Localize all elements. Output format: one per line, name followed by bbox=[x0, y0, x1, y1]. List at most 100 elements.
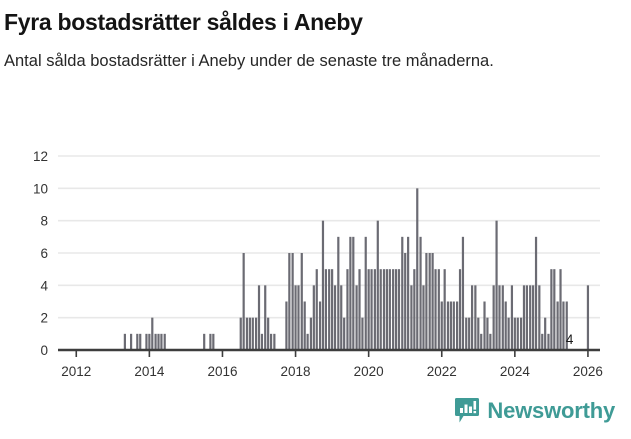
bar bbox=[422, 285, 425, 350]
bar bbox=[379, 269, 382, 350]
bar bbox=[440, 301, 443, 350]
x-axis-tick-label: 2018 bbox=[281, 364, 311, 379]
bar bbox=[337, 236, 340, 350]
bar bbox=[547, 333, 550, 350]
bar bbox=[489, 333, 492, 350]
bar bbox=[556, 301, 559, 350]
page-subtitle: Antal sålda bostadsrätter i Aneby under … bbox=[4, 51, 494, 70]
bar bbox=[315, 269, 318, 350]
bar bbox=[419, 236, 422, 350]
bar bbox=[352, 236, 355, 350]
bar bbox=[492, 285, 495, 350]
bar bbox=[401, 236, 404, 350]
bar bbox=[148, 333, 151, 350]
bar bbox=[428, 253, 431, 350]
y-axis-tick-label: 12 bbox=[33, 149, 48, 164]
bar bbox=[273, 333, 276, 350]
bar bbox=[532, 285, 535, 350]
bar bbox=[340, 285, 343, 350]
bar bbox=[410, 285, 413, 350]
bar bbox=[477, 317, 480, 350]
bar bbox=[358, 269, 361, 350]
x-axis-tick-label: 2020 bbox=[354, 364, 384, 379]
y-axis-tick-label: 2 bbox=[40, 311, 48, 326]
bar bbox=[541, 333, 544, 350]
bar bbox=[522, 285, 526, 350]
bar bbox=[452, 301, 455, 350]
bar bbox=[260, 333, 264, 350]
bar bbox=[461, 236, 465, 350]
bar bbox=[312, 285, 315, 350]
bar bbox=[544, 317, 547, 350]
bar bbox=[525, 285, 529, 350]
highlight-value-label: 4 bbox=[566, 332, 574, 347]
bar bbox=[434, 269, 437, 350]
bar bbox=[239, 317, 242, 350]
bar bbox=[586, 285, 590, 350]
bar bbox=[501, 285, 504, 350]
bar bbox=[145, 333, 148, 350]
bar bbox=[495, 220, 498, 350]
x-axis-tick-label: 2012 bbox=[61, 364, 91, 379]
bar bbox=[455, 301, 459, 350]
bar bbox=[331, 269, 334, 350]
bar bbox=[397, 269, 401, 350]
bar bbox=[306, 333, 309, 350]
y-axis-tick-label: 10 bbox=[33, 181, 48, 196]
bar bbox=[425, 253, 428, 350]
bar bbox=[349, 236, 352, 350]
newsworthy-logo[interactable]: Newsworthy bbox=[454, 397, 615, 425]
bar bbox=[328, 269, 331, 350]
bar bbox=[269, 333, 273, 350]
bar bbox=[413, 269, 416, 350]
x-axis-tick-label: 2024 bbox=[500, 364, 531, 379]
bar bbox=[364, 236, 367, 350]
bar bbox=[404, 253, 407, 350]
y-axis-tick-label: 4 bbox=[40, 278, 48, 293]
x-axis-tick-label: 2016 bbox=[207, 364, 237, 379]
bar bbox=[245, 317, 249, 350]
bar bbox=[123, 333, 126, 350]
x-axis-tick-label: 2022 bbox=[427, 364, 457, 379]
bar bbox=[513, 317, 516, 350]
bar bbox=[355, 285, 358, 350]
bar bbox=[498, 285, 501, 350]
bar bbox=[343, 317, 346, 350]
bar bbox=[346, 269, 349, 350]
bar bbox=[385, 269, 389, 350]
bar bbox=[510, 285, 514, 350]
bar bbox=[248, 317, 251, 350]
bar bbox=[407, 236, 410, 350]
bar bbox=[565, 301, 568, 350]
bar bbox=[373, 269, 376, 350]
bar bbox=[519, 317, 523, 350]
bar bbox=[458, 269, 462, 350]
bar bbox=[376, 220, 379, 350]
bar bbox=[534, 236, 538, 350]
bar bbox=[562, 301, 565, 350]
bar bbox=[203, 333, 206, 350]
bar-chart-speech-bubble-icon bbox=[455, 398, 480, 423]
bar bbox=[294, 285, 297, 350]
bar bbox=[297, 285, 300, 350]
bar bbox=[486, 317, 489, 350]
bar bbox=[285, 301, 288, 350]
bar bbox=[318, 301, 322, 350]
bar bbox=[361, 317, 364, 350]
chart-footer: Newsworthy bbox=[0, 393, 631, 433]
chart-container: 0 2 4 6 8 10 12 4 2012 2014 2016 2018 2020 2022 2024 20… bbox=[0, 142, 631, 392]
bar bbox=[446, 301, 450, 350]
bar bbox=[324, 269, 327, 350]
bar bbox=[157, 333, 160, 350]
newsworthy-logo-text: Newsworthy bbox=[487, 398, 615, 423]
bar bbox=[160, 333, 163, 350]
bar bbox=[449, 301, 452, 350]
bar bbox=[291, 253, 294, 350]
bar bbox=[538, 285, 541, 350]
page-title: Fyra bostadsrätter såldes i Aneby bbox=[4, 9, 363, 35]
bar bbox=[507, 317, 510, 350]
x-axis-tick-label: 2014 bbox=[134, 364, 165, 379]
bar bbox=[416, 188, 419, 350]
bar bbox=[288, 253, 291, 350]
